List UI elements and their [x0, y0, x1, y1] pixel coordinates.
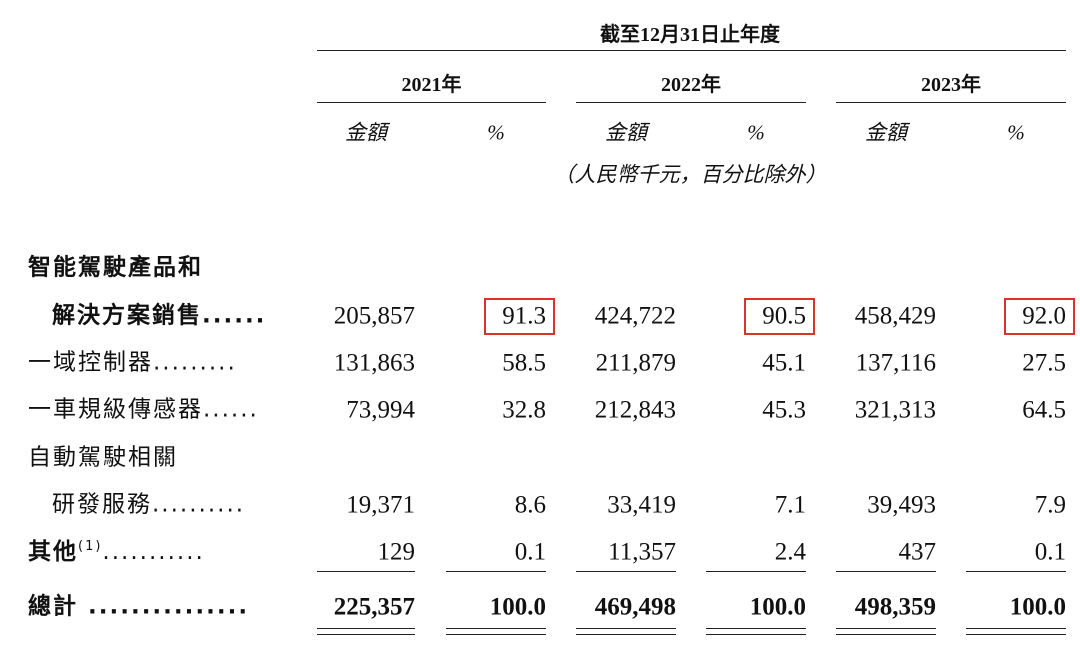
cell: 424,722: [594, 302, 676, 330]
cell: 205,857: [333, 302, 415, 330]
rule: [706, 634, 806, 635]
year-header: 2022年: [661, 74, 721, 96]
cell: 0.1: [1034, 538, 1066, 566]
row-label: 研發服務..........: [52, 491, 246, 518]
cell: 7.1: [774, 491, 806, 519]
cell: 469,498: [594, 593, 676, 621]
cell: 437: [898, 538, 937, 566]
cell: 211,879: [595, 349, 676, 377]
cell: 45.3: [762, 396, 806, 424]
rule: [836, 571, 936, 572]
cell: 100.0: [1009, 593, 1066, 621]
row-label: 解決方案銷售......: [52, 302, 267, 329]
column-header: %: [1007, 120, 1025, 145]
rule: [317, 50, 1066, 51]
rule: [317, 571, 415, 572]
rule: [317, 102, 546, 103]
cell: 7.9: [1034, 491, 1066, 519]
cell: 91.3: [502, 302, 546, 330]
row-label: 智能駕駛產品和: [28, 254, 203, 281]
cell: 0.1: [514, 538, 546, 566]
unit-note: （人民幣千元，百分比除外）: [553, 162, 827, 187]
rule: [446, 634, 546, 635]
rule: [576, 102, 806, 103]
cell: 129: [377, 538, 416, 566]
cell: 225,357: [333, 593, 415, 621]
highlight-box: [1004, 298, 1075, 335]
cell: 458,429: [854, 302, 936, 330]
cell: 33,419: [607, 491, 676, 519]
cell: 131,863: [333, 349, 415, 377]
rule: [966, 628, 1066, 629]
cell: 90.5: [762, 302, 806, 330]
rule: [576, 571, 676, 572]
rule: [317, 634, 415, 635]
rule: [317, 628, 415, 629]
cell: 32.8: [502, 396, 546, 424]
period-header: 截至12月31日止年度: [600, 24, 780, 46]
rule: [706, 628, 806, 629]
row-label: 一域控制器.........: [28, 349, 237, 376]
year-header: 2023年: [921, 74, 981, 96]
highlight-box: [484, 298, 555, 335]
row-label: 總計 ...............: [28, 593, 250, 620]
rule: [706, 571, 806, 572]
row-label: 其他(1)...........: [28, 538, 205, 565]
row-label: 一車規級傳感器......: [28, 396, 259, 423]
highlight-box: [744, 298, 815, 335]
year-header: 2021年: [401, 74, 462, 96]
cell: 39,493: [867, 491, 936, 519]
cell: 45.1: [762, 349, 806, 377]
cell: 73,994: [346, 396, 415, 424]
rule: [576, 628, 676, 629]
cell: 11,357: [608, 538, 676, 566]
rule: [836, 634, 936, 635]
cell: 64.5: [1022, 396, 1066, 424]
footnote-mark: (1): [78, 539, 103, 555]
cell: 100.0: [749, 593, 806, 621]
cell: 212,843: [594, 396, 676, 424]
cell: 19,371: [346, 491, 415, 519]
rule: [446, 571, 546, 572]
column-header: 金額: [865, 120, 907, 145]
cell: 100.0: [489, 593, 546, 621]
column-header: 金額: [605, 120, 647, 145]
cell: 58.5: [502, 349, 546, 377]
cell: 27.5: [1022, 349, 1066, 377]
rule: [966, 571, 1066, 572]
column-header: %: [747, 120, 765, 145]
cell: 321,313: [854, 396, 936, 424]
column-header: 金額: [345, 120, 387, 145]
cell: 137,116: [855, 349, 936, 377]
row-label: 自動駕駛相關: [28, 444, 178, 471]
rule: [836, 102, 1066, 103]
cell: 498,359: [854, 593, 936, 621]
rule: [966, 634, 1066, 635]
rule: [836, 628, 936, 629]
rule: [446, 628, 546, 629]
leader: ...........: [102, 538, 205, 565]
cell: 2.4: [774, 538, 806, 566]
cell: 92.0: [1022, 302, 1066, 330]
column-header: %: [487, 120, 505, 145]
cell: 8.6: [514, 491, 546, 519]
rule: [576, 634, 676, 635]
